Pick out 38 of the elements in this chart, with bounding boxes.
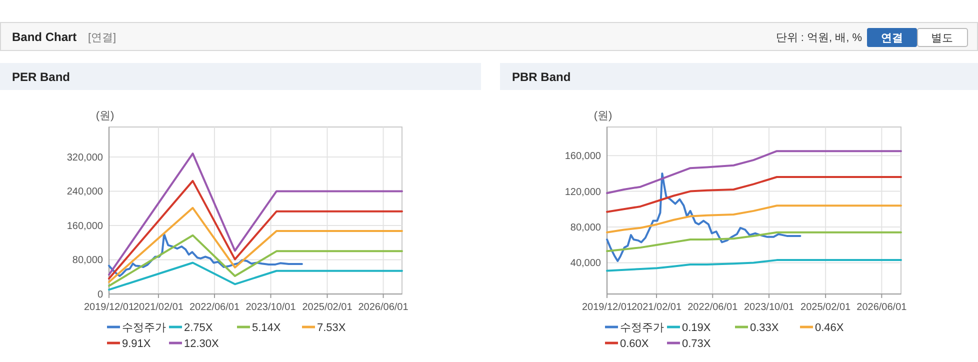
legend-label: 수정주가 [122,322,166,334]
legend-label: 0.46X [815,322,844,334]
y-tick-label: 120,000 [564,186,602,198]
chart-title: PBR Band [512,70,571,84]
header: Band Chart [연결] 단위 : 억원, 배, % 연결 별도 [0,22,978,51]
legend-label: 2.75X [184,322,214,334]
x-tick-label: 2023/10/01 [246,302,296,313]
y-tick-label: 160,000 [564,151,602,162]
x-tick-label: 2026/06/01 [856,302,908,313]
x-tick-label: 2025/02/01 [302,302,353,313]
y-axis-title: (원) [96,110,114,122]
legend-label: 7.53X [317,322,346,334]
legend-label: 0.33X [750,322,780,334]
legend-label: 0.73X [682,338,712,350]
legend-label: 12.30X [184,338,220,350]
legend-label: 수정주가 [620,322,664,334]
y-tick-label: 240,000 [66,186,104,198]
x-tick-label: 2026/06/01 [358,302,409,313]
y-tick-label: 0 [97,290,104,300]
y-axis-title: (원) [594,110,612,122]
x-tick-label: 2022/06/01 [688,302,738,313]
x-tick-label: 2021/02/01 [631,302,682,313]
legend-label: 5.14X [252,322,282,334]
y-tick-label: 40,000 [570,258,602,270]
x-tick-label: 2022/06/01 [189,302,240,313]
x-tick-label: 2021/02/01 [133,302,184,313]
y-tick-label: 160,000 [66,220,104,232]
x-tick-label: 2023/10/01 [744,302,794,313]
x-tick-label: 2019/12/01 [582,302,632,313]
y-tick-label: 80,000 [72,255,104,266]
y-tick-label: 80,000 [570,222,602,234]
chart-title: PER Band [12,70,70,84]
x-tick-label: 2025/02/01 [800,302,852,313]
y-tick-label: 320,000 [66,152,104,164]
legend-label: 9.91X [122,338,152,350]
legend-label: 0.60X [620,338,650,350]
legend-label: 0.19X [682,322,712,334]
x-tick-label: 2019/12/01 [84,302,134,313]
